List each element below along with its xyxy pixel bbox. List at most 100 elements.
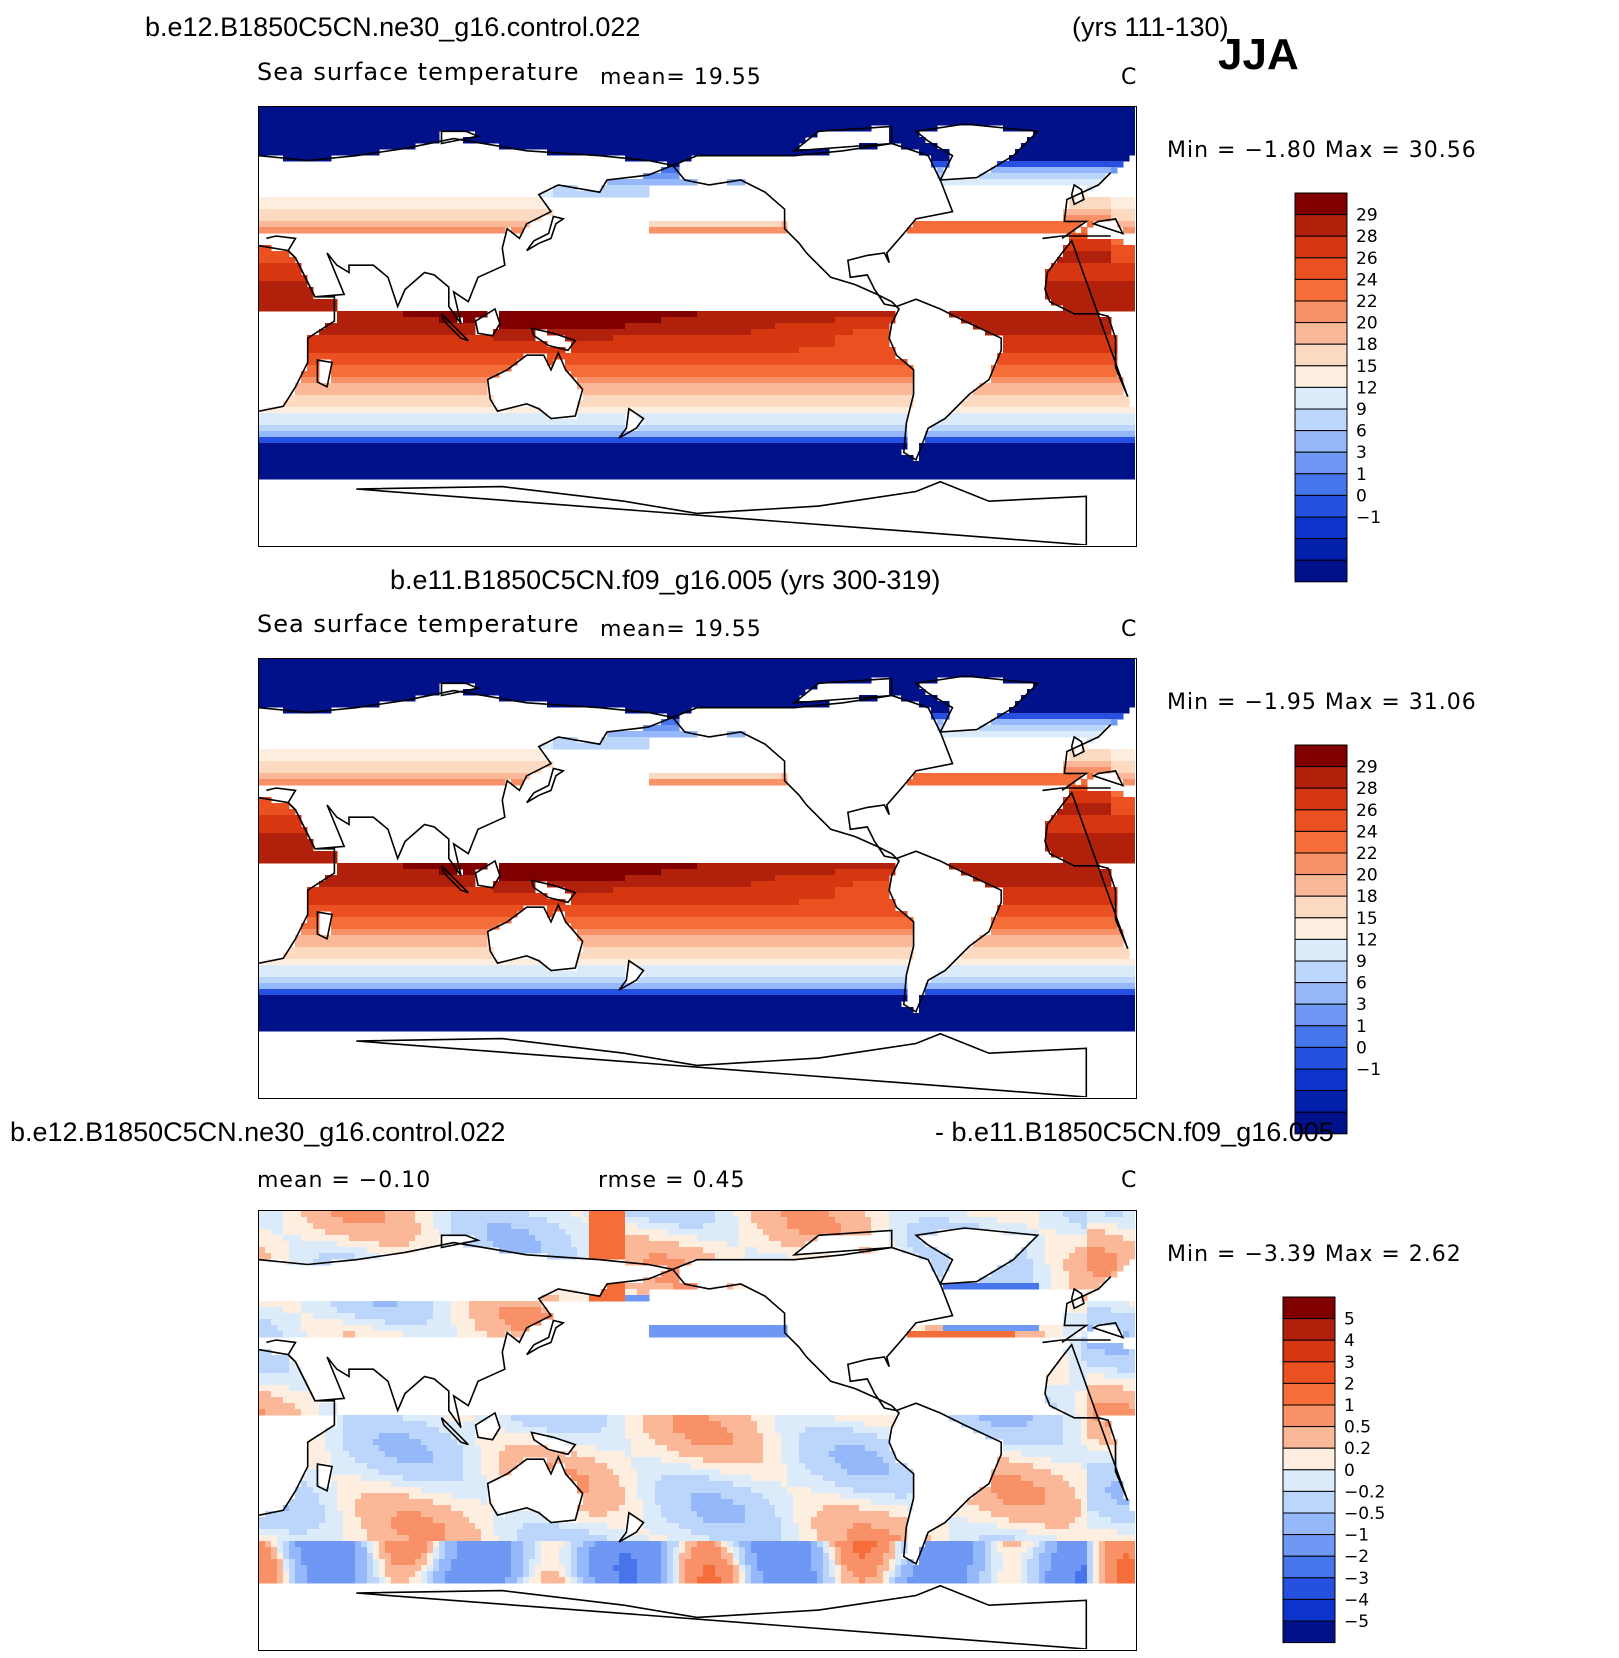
colorbar-label: 3 — [1356, 995, 1367, 1015]
colorbar-box — [1294, 192, 1348, 216]
colorbar-box — [1282, 1620, 1336, 1644]
colorbar-box — [1294, 408, 1348, 432]
colorbar-box — [1294, 1003, 1348, 1027]
panel3-map — [258, 1210, 1137, 1651]
colorbar-label: 24 — [1356, 270, 1378, 290]
colorbar-box — [1294, 830, 1348, 854]
colorbar-label: 2 — [1344, 1374, 1355, 1394]
colorbar-label: 0.2 — [1344, 1439, 1371, 1459]
season-label: JJA — [1218, 30, 1299, 79]
colorbar-box — [1282, 1469, 1336, 1492]
colorbar-label: 9 — [1356, 400, 1367, 420]
colorbar-label: 6 — [1356, 422, 1367, 442]
colorbar-box — [1294, 874, 1348, 897]
colorbar-box — [1294, 473, 1348, 496]
panel1-minmax: Min = −1.80 Max = 30.56 — [1167, 138, 1477, 163]
panel3-colorbar: 5 4 3 2 1 0.5 0.2 0 −0.2 −0.5 −1 −2 −3 −4 −5 — [1282, 1296, 1422, 1649]
panel3-title-left: b.e12.B1850C5CN.ne30_g16.control.022 — [10, 1117, 506, 1147]
colorbar-box — [1282, 1598, 1336, 1622]
colorbar-box — [1282, 1296, 1336, 1320]
colorbar-box — [1282, 1577, 1336, 1600]
colorbar-label: 6 — [1356, 974, 1367, 994]
colorbar-box — [1294, 1046, 1348, 1070]
colorbar-label: 4 — [1344, 1331, 1355, 1351]
colorbar-label: 24 — [1356, 822, 1378, 842]
colorbar-label: 29 — [1356, 758, 1378, 778]
colorbar-label: 15 — [1356, 357, 1378, 377]
colorbar-box — [1294, 982, 1348, 1005]
colorbar-box — [1282, 1534, 1336, 1557]
colorbar-box — [1294, 386, 1348, 410]
colorbar-label: 0 — [1356, 486, 1367, 506]
panel1-units: C — [1121, 65, 1138, 90]
colorbar-box — [1294, 322, 1348, 345]
colorbar-box — [1282, 1490, 1336, 1514]
colorbar-label: 5 — [1344, 1310, 1355, 1330]
colorbar-label: 28 — [1356, 779, 1378, 799]
coastlines — [259, 675, 1129, 1097]
ocean-field — [259, 1211, 1135, 1584]
colorbar-box — [1294, 516, 1348, 540]
colorbar-label: 0 — [1356, 1038, 1367, 1058]
panel1-variable: Sea surface temperature — [257, 58, 580, 86]
colorbar-label: −3 — [1344, 1569, 1369, 1589]
colorbar-box — [1294, 235, 1348, 259]
colorbar-label: −0.5 — [1344, 1504, 1385, 1524]
colorbar-box — [1294, 1111, 1348, 1135]
ocean-field — [259, 659, 1135, 1032]
colorbar-box — [1294, 1068, 1348, 1092]
colorbar-label: −0.2 — [1344, 1482, 1385, 1502]
panel3-rmse: rmse = 0.45 — [598, 1168, 746, 1193]
coastlines — [259, 1227, 1129, 1649]
colorbar-label: −2 — [1344, 1547, 1369, 1567]
colorbar-box — [1282, 1318, 1336, 1341]
panel2-variable: Sea surface temperature — [257, 610, 580, 638]
colorbar-label: 0 — [1344, 1461, 1355, 1481]
panel3-units: C — [1121, 1168, 1138, 1193]
colorbar-box — [1282, 1361, 1336, 1384]
colorbar-box — [1282, 1555, 1336, 1579]
panel1-title-left: b.e12.B1850C5CN.ne30_g16.control.022 — [145, 12, 641, 42]
colorbar-label: 1 — [1356, 465, 1367, 485]
colorbar-label: 26 — [1356, 249, 1378, 269]
colorbar-label: 1 — [1344, 1396, 1355, 1416]
colorbar-box — [1282, 1512, 1336, 1536]
colorbar-label: 9 — [1356, 952, 1367, 972]
panel1-title-right: (yrs 111-130) — [1072, 12, 1229, 42]
colorbar-box — [1294, 1025, 1348, 1048]
colorbar-label: 12 — [1356, 930, 1378, 950]
colorbar-label: 29 — [1356, 206, 1378, 226]
colorbar-label: 3 — [1356, 443, 1367, 463]
panel1-map — [258, 106, 1137, 547]
colorbar-box — [1294, 538, 1348, 561]
colorbar-box — [1294, 1090, 1348, 1113]
panel2-map — [258, 658, 1137, 1099]
panel1-mean: mean= 19.55 — [600, 65, 762, 90]
colorbar-label: 28 — [1356, 227, 1378, 247]
coastlines — [259, 123, 1129, 545]
panel2-units: C — [1121, 617, 1138, 642]
colorbar-label: 12 — [1356, 378, 1378, 398]
colorbar-box — [1294, 787, 1348, 811]
colorbar-box — [1294, 494, 1348, 518]
colorbar-label: 0.5 — [1344, 1418, 1371, 1438]
colorbar-box — [1294, 365, 1348, 388]
colorbar-box — [1294, 917, 1348, 940]
colorbar-label: 1 — [1356, 1017, 1367, 1037]
colorbar-box — [1294, 300, 1348, 324]
colorbar-label: −1 — [1356, 508, 1381, 528]
colorbar-box — [1294, 559, 1348, 583]
colorbar-box — [1282, 1382, 1336, 1406]
panel1-colorbar: 29 28 26 24 22 20 18 15 12 9 6 3 1 0 −1 — [1294, 192, 1434, 588]
colorbar-box — [1294, 343, 1348, 367]
colorbar-label: 20 — [1356, 314, 1378, 334]
colorbar-label: 18 — [1356, 335, 1378, 355]
panel2-title: b.e11.B1850C5CN.f09_g16.005 (yrs 300-319… — [390, 565, 941, 595]
colorbar-label: −5 — [1344, 1612, 1369, 1632]
colorbar-box — [1282, 1426, 1336, 1449]
colorbar-label: −1 — [1344, 1526, 1369, 1546]
colorbar-label: 3 — [1344, 1353, 1355, 1373]
colorbar-label: −4 — [1344, 1590, 1369, 1610]
colorbar-box — [1282, 1447, 1336, 1471]
colorbar-box — [1294, 938, 1348, 962]
